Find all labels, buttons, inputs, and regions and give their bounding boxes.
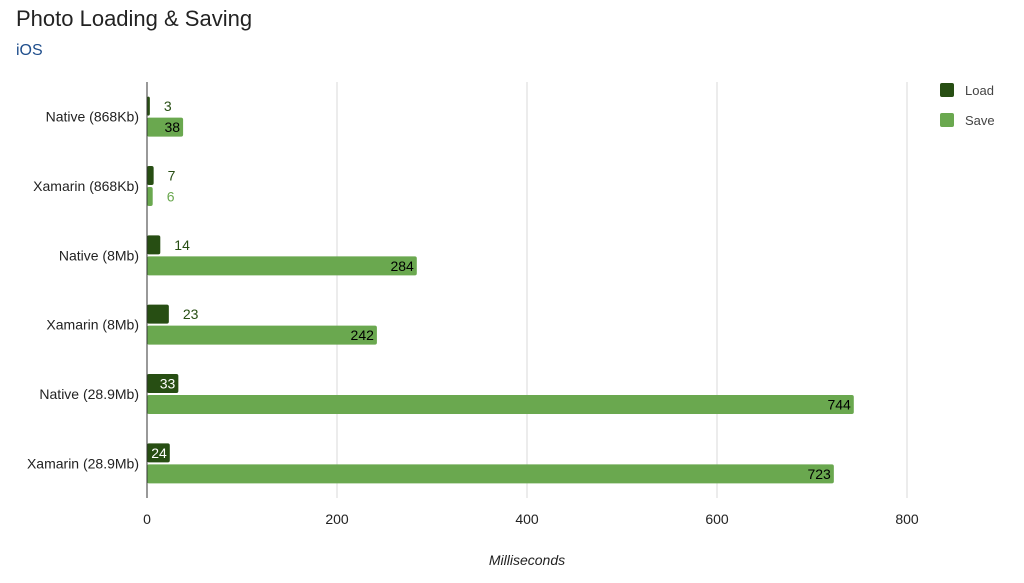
bar-save xyxy=(147,256,417,276)
bar-save xyxy=(147,395,854,414)
bar-save xyxy=(147,117,184,137)
bars xyxy=(147,96,854,484)
x-tick-labels: 0 200 400 600 800 xyxy=(143,511,919,527)
legend-label-load: Load xyxy=(965,83,994,98)
bar-save xyxy=(147,464,834,484)
data-label: 33 xyxy=(160,376,176,392)
data-label: 242 xyxy=(351,327,375,343)
bar-load xyxy=(147,235,161,255)
category-label: Xamarin (8Mb) xyxy=(46,317,139,333)
data-label: 6 xyxy=(167,189,175,205)
legend-swatch-save xyxy=(940,113,954,127)
data-label: 7 xyxy=(168,168,176,184)
legend-label-save: Save xyxy=(965,113,995,128)
chart-title: Photo Loading & Saving xyxy=(16,6,253,31)
category-label: Native (28.9Mb) xyxy=(39,386,139,402)
bar-load xyxy=(147,304,169,324)
data-label: 23 xyxy=(183,306,199,322)
data-label: 744 xyxy=(827,397,851,413)
data-label: 14 xyxy=(174,237,190,253)
category-label: Native (8Mb) xyxy=(59,247,139,263)
bar-save xyxy=(147,325,377,345)
gridlines xyxy=(336,82,908,498)
bar-load xyxy=(147,166,154,185)
bar-load xyxy=(147,443,170,463)
category-label: Native (868Kb) xyxy=(46,109,139,125)
x-tick-label: 400 xyxy=(515,511,539,527)
bar-save xyxy=(147,187,153,206)
x-tick-label: 200 xyxy=(325,511,349,527)
bar-load xyxy=(147,96,150,116)
x-tick-label: 0 xyxy=(143,511,151,527)
legend-swatch-load xyxy=(940,83,954,97)
data-label: 24 xyxy=(151,445,167,461)
category-label: Xamarin (868Kb) xyxy=(33,178,139,194)
bar-load xyxy=(147,374,179,393)
data-label: 3 xyxy=(164,98,172,114)
data-label: 38 xyxy=(165,119,181,135)
data-labels: 3 38 7 6 14 284 23 242 33 744 24 723 xyxy=(151,98,851,482)
x-axis-title: Milliseconds xyxy=(489,552,565,568)
category-label: Xamarin (28.9Mb) xyxy=(27,455,139,471)
x-tick-label: 600 xyxy=(705,511,729,527)
data-label: 284 xyxy=(390,258,414,274)
chart-subtitle: iOS xyxy=(16,42,43,59)
data-label: 723 xyxy=(807,466,831,482)
category-labels: Native (868Kb) Xamarin (868Kb) Native (8Mb… xyxy=(27,109,139,472)
legend: Load Save xyxy=(940,83,995,128)
x-tick-label: 800 xyxy=(895,511,919,527)
